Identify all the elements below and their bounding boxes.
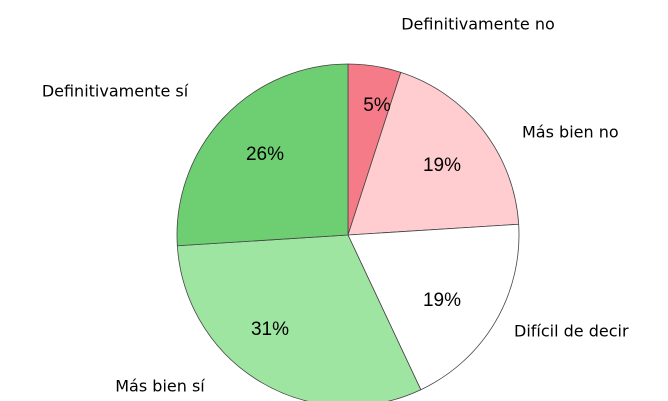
category-label: Definitivamente sí [42, 82, 189, 101]
pie-slice [176, 63, 349, 247]
pie-slice [176, 234, 422, 401]
category-label: Definitivamente no [401, 15, 555, 34]
value-label: 5% [363, 95, 391, 116]
value-label: 26% [246, 144, 284, 165]
value-label: 31% [251, 319, 289, 340]
category-label: Difícil de decir [514, 322, 629, 341]
pie-slice [347, 223, 520, 391]
pie-slice [347, 71, 520, 236]
value-label: 19% [423, 290, 461, 311]
value-label: 19% [423, 155, 461, 176]
category-label: Más bien no [522, 123, 619, 142]
category-label: Más bien sí [115, 377, 205, 396]
